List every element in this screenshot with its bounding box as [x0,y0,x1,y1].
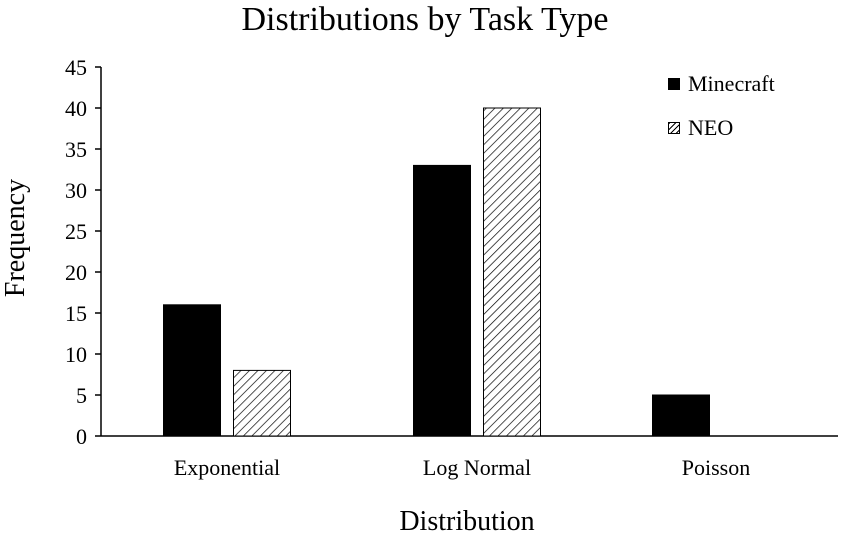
legend: Minecraft NEO [668,66,775,154]
bar-neo-0 [233,369,291,437]
legend-label-minecraft: Minecraft [688,71,775,96]
legend-swatch-minecraft [668,78,680,90]
y-axis-title: Frequency [0,178,31,298]
x-axis-title: Distribution [399,506,535,537]
legend-label-neo: NEO [688,115,734,140]
legend-item-minecraft: Minecraft [668,66,775,102]
bar-minecraft-2 [652,394,710,437]
y-tick-label-40: 40 [65,96,87,121]
x-tick-label-0: Exponential [174,455,280,480]
y-tick-label-20: 20 [65,260,87,285]
bar-minecraft-1 [413,164,471,437]
legend-swatch-neo [668,122,680,134]
y-tick-label-0: 0 [76,424,87,449]
y-tick-label-5: 5 [76,383,87,408]
bar-neo-1 [483,107,541,437]
bar-minecraft-0 [163,304,221,437]
y-tick-label-10: 10 [65,342,87,367]
y-tick-label-30: 30 [65,178,87,203]
y-tick-label-15: 15 [65,301,87,326]
y-tick-label-35: 35 [65,137,87,162]
y-tick-label-25: 25 [65,219,87,244]
x-tick-label-1: Log Normal [423,455,531,480]
y-tick-label-45: 45 [65,55,87,80]
chart-title: Distributions by Task Type [241,1,609,38]
x-tick-label-2: Poisson [682,455,750,480]
legend-item-neo: NEO [668,110,775,146]
